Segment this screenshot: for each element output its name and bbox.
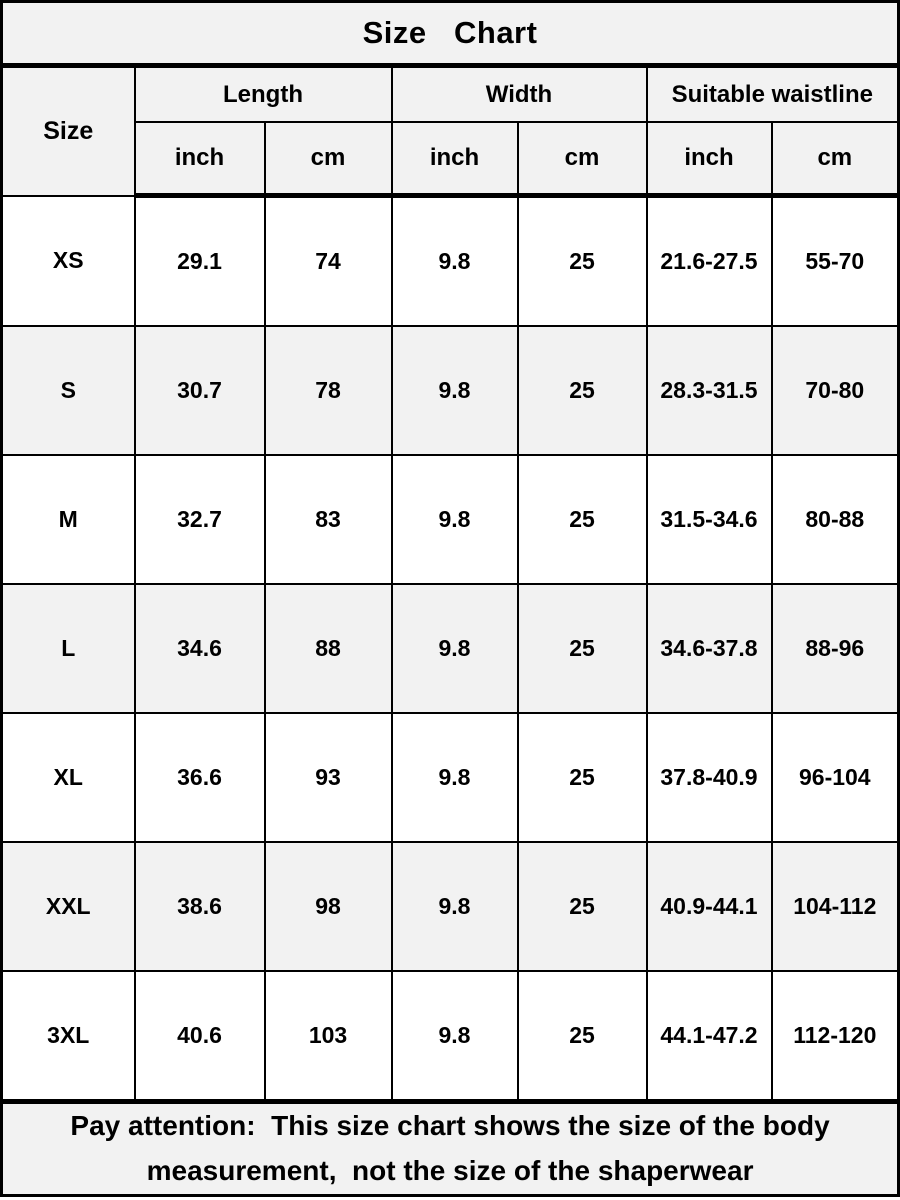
header-waistline-inch: inch [645, 121, 773, 198]
header-width-cm: cm [516, 121, 648, 198]
attention-note-line-2: measurement, not the size of the shaperw… [146, 1155, 754, 1187]
table-cell: 9.8 [390, 194, 519, 328]
table-cell: 34.6-37.8 [645, 583, 773, 715]
table-cell: 112-120 [770, 970, 900, 1105]
table-cell: 78 [263, 325, 393, 457]
table-cell: 21.6-27.5 [645, 194, 773, 328]
table-cell: 98 [263, 841, 393, 973]
table-cell: 104-112 [770, 841, 900, 973]
table-cell: 34.6 [133, 583, 266, 715]
row-label: S [0, 325, 136, 457]
table-cell: 93 [263, 712, 393, 844]
table-cell: 29.1 [133, 194, 266, 328]
table-cell: 9.8 [390, 841, 519, 973]
header-length-cm: cm [263, 121, 393, 198]
table-cell: 36.6 [133, 712, 266, 844]
table-cell: 88 [263, 583, 393, 715]
table-row-xs: XS 29.1 74 9.8 25 21.6-27.5 55-70 [0, 194, 900, 328]
table-cell: 40.6 [133, 970, 266, 1105]
table-cell: 25 [516, 454, 648, 586]
table-row-m: M 32.7 83 9.8 25 31.5-34.6 80-88 [0, 454, 900, 586]
table-row-l: L 34.6 88 9.8 25 34.6-37.8 88-96 [0, 583, 900, 715]
table-cell: 74 [263, 194, 393, 328]
row-label: L [0, 583, 136, 715]
table-cell: 103 [263, 970, 393, 1105]
table-cell: 32.7 [133, 454, 266, 586]
table-row-3xl: 3XL 40.6 103 9.8 25 44.1-47.2 112-120 [0, 970, 900, 1105]
table-cell: 9.8 [390, 583, 519, 715]
table-cell: 88-96 [770, 583, 900, 715]
header-length-inch: inch [133, 121, 266, 198]
row-label: 3XL [0, 970, 136, 1105]
attention-note: Pay attention: This size chart shows the… [0, 1099, 900, 1197]
header-suitable-waistline: Suitable waistline [645, 64, 900, 123]
table-cell: 25 [516, 841, 648, 973]
row-label: XL [0, 712, 136, 844]
row-label: M [0, 454, 136, 586]
table-row-s: S 30.7 78 9.8 25 28.3-31.5 70-80 [0, 325, 900, 457]
header-length: Length [133, 64, 393, 123]
table-cell: 96-104 [770, 712, 900, 844]
table-cell: 28.3-31.5 [645, 325, 773, 457]
table-cell: 38.6 [133, 841, 266, 973]
header-size: Size [0, 64, 136, 197]
table-cell: 70-80 [770, 325, 900, 457]
header-width-inch: inch [390, 121, 519, 198]
row-label: XS [0, 194, 136, 328]
table-cell: 9.8 [390, 325, 519, 457]
table-cell: 9.8 [390, 454, 519, 586]
table-row-xl: XL 36.6 93 9.8 25 37.8-40.9 96-104 [0, 712, 900, 844]
header-width: Width [390, 64, 648, 123]
table-cell: 9.8 [390, 970, 519, 1105]
table-cell: 25 [516, 583, 648, 715]
page-title: Size Chart [0, 0, 900, 68]
table-cell: 37.8-40.9 [645, 712, 773, 844]
table-cell: 40.9-44.1 [645, 841, 773, 973]
table-cell: 44.1-47.2 [645, 970, 773, 1105]
table-cell: 25 [516, 712, 648, 844]
table-row-xxl: XXL 38.6 98 9.8 25 40.9-44.1 104-112 [0, 841, 900, 973]
header-waistline-cm: cm [770, 121, 900, 198]
table-cell: 25 [516, 325, 648, 457]
table-cell: 80-88 [770, 454, 900, 586]
table-cell: 31.5-34.6 [645, 454, 773, 586]
table-cell: 25 [516, 970, 648, 1105]
attention-note-line-1: Pay attention: This size chart shows the… [70, 1110, 830, 1142]
table-cell: 25 [516, 194, 648, 328]
attention-note-row: Pay attention: This size chart shows the… [0, 1099, 900, 1197]
table-cell: 30.7 [133, 325, 266, 457]
table-cell: 9.8 [390, 712, 519, 844]
table-cell: 55-70 [770, 194, 900, 328]
table-cell: 83 [263, 454, 393, 586]
row-label: XXL [0, 841, 136, 973]
